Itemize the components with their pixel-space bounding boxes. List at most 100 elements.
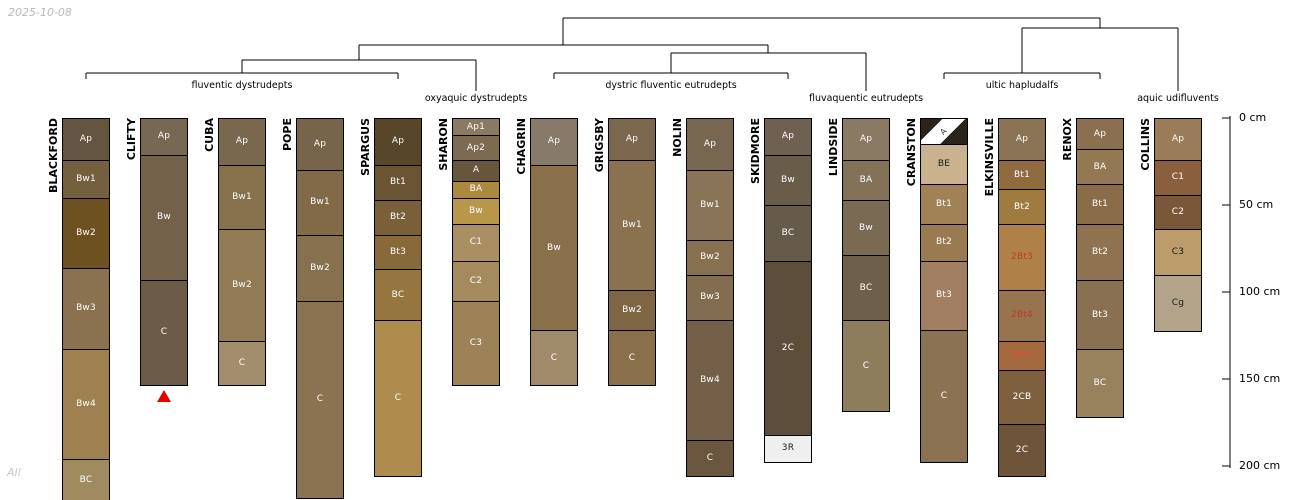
horizon-label: 2CB (1012, 392, 1032, 403)
horizon: Ap (687, 119, 733, 172)
horizon-label: C3 (469, 337, 483, 348)
horizon-label: C1 (469, 237, 483, 248)
horizon-label: Bw3 (76, 303, 96, 314)
horizon: Ap (765, 119, 811, 156)
horizon-label: Ap (313, 139, 327, 150)
horizon-label: C (160, 327, 168, 338)
horizon-label: Ap2 (466, 142, 486, 153)
taxon-label: fluventic dystrudepts (191, 80, 293, 91)
horizon: BC (63, 459, 109, 500)
profile-name: RENOX (1061, 118, 1074, 161)
horizon: Bt1 (921, 185, 967, 226)
horizon: Ap2 (453, 136, 499, 161)
profile-name: SPARGUS (359, 118, 372, 176)
profile-name: SHARON (437, 118, 450, 171)
horizon: Bt2 (921, 225, 967, 262)
horizon: Bw3 (63, 268, 109, 351)
horizon: Ap (999, 119, 1045, 161)
horizon: Bw1 (63, 160, 109, 200)
horizon: Ap1 (453, 119, 499, 137)
horizon: 2Bt5 (999, 341, 1045, 372)
horizon-label: Bw (157, 212, 171, 223)
horizon: C2 (453, 261, 499, 302)
horizon-label: 2Bt3 (1011, 252, 1033, 263)
profile-column-grigsby: Ap Bw1 Bw2 C (608, 118, 656, 387)
profile-column-elkinsville: Ap Bt1 Bt2 2Bt3 2Bt4 2Bt5 2CB 2C (998, 118, 1046, 477)
horizon-label: Ap (157, 131, 171, 142)
horizon-label: Bw2 (622, 305, 642, 316)
profile-column-cuba: Ap Bw1 Bw2 C (218, 118, 266, 387)
profile-column-lindside: Ap BA Bw BC C (842, 118, 890, 413)
profile-name: CRANSTON (905, 118, 918, 187)
horizon: C3 (453, 301, 499, 386)
horizon-label: Bw (859, 222, 873, 233)
horizon-label: BC (781, 227, 795, 238)
horizon-label: BA (859, 174, 873, 185)
horizon-label: Bw1 (310, 197, 330, 208)
horizon: Bw2 (687, 240, 733, 276)
horizon-label: 3R (781, 443, 795, 454)
horizon: Bw (765, 155, 811, 206)
horizon: A (921, 119, 967, 146)
horizon-label: Bw (469, 206, 483, 217)
profile-name: LINDSIDE (827, 118, 840, 177)
profile-column-chagrin: Ap Bw C (530, 118, 578, 387)
horizon-label: A (938, 126, 949, 137)
horizon: BA (1077, 150, 1123, 186)
horizon: Bw2 (297, 235, 343, 302)
horizon-label: Ap (781, 131, 795, 142)
horizon: BE (921, 145, 967, 186)
horizon: Ap (63, 119, 109, 161)
horizon-label: C (238, 357, 246, 368)
horizon: Ap (297, 119, 343, 172)
profile-column-renox: Ap BA Bt1 Bt2 Bt3 BC (1076, 118, 1124, 418)
horizon-label: Bt1 (1091, 199, 1109, 210)
horizon: 2CB (999, 371, 1045, 426)
horizon: C1 (453, 225, 499, 262)
profile-name: NOLIN (671, 118, 684, 157)
horizon: Ap (609, 119, 655, 161)
taxon-label: ultic hapludalfs (985, 80, 1059, 91)
horizon: Ap (219, 119, 265, 166)
taxon-label: oxyaquic dystrudepts (424, 93, 528, 104)
horizon-label: Bt2 (935, 237, 953, 248)
horizon-label: Ap (859, 133, 873, 144)
horizon: C (921, 331, 967, 462)
horizon-label: Bw2 (76, 227, 96, 238)
profile-column-blackford: Ap Bw1 Bw2 Bw3 Bw4 BC (62, 118, 110, 500)
horizon: C1 (1155, 160, 1201, 196)
profile-name: CUBA (203, 118, 216, 152)
horizon: Ap (1155, 119, 1201, 161)
horizon: C (843, 320, 889, 412)
taxon-label: dystric fluventic eutrudepts (605, 80, 737, 91)
profile-name: POPE (281, 118, 294, 151)
profile-name: BLACKFORD (47, 118, 60, 193)
horizon-label: 2C (781, 342, 795, 353)
horizon-label: Ap (391, 136, 405, 147)
horizon: C (219, 341, 265, 386)
horizon: Bt3 (375, 235, 421, 271)
horizon: Bt2 (999, 190, 1045, 226)
horizon-label: Bw2 (232, 280, 252, 291)
horizon: 2Bt3 (999, 225, 1045, 292)
horizon: Bw4 (63, 350, 109, 460)
horizon-label: Ap (1015, 133, 1029, 144)
profile-column-nolin: Ap Bw1 Bw2 Bw3 Bw4 C (686, 118, 734, 477)
horizon-label: Bw1 (232, 192, 252, 203)
horizon-label: Bt2 (1013, 201, 1031, 212)
profile-name: GRIGSBY (593, 118, 606, 173)
horizon-label: Bt2 (389, 212, 407, 223)
profile-column-pope: Ap Bw1 Bw2 C (296, 118, 344, 500)
horizon-label: C (394, 392, 402, 403)
horizon-label: Bt2 (1091, 246, 1109, 257)
horizon: BC (1077, 350, 1123, 417)
profile-marker-triangle (157, 389, 171, 402)
profile-column-skidmore: Ap Bw BC 2C 3R (764, 118, 812, 463)
horizon-label: Bw (781, 174, 795, 185)
horizon-label: Bw3 (700, 292, 720, 303)
horizon-label: Ap (235, 136, 249, 147)
horizon: Bt1 (1077, 185, 1123, 226)
horizon: Bw2 (219, 230, 265, 342)
footer-label: All (7, 466, 21, 479)
horizon-label: BC (79, 475, 93, 486)
